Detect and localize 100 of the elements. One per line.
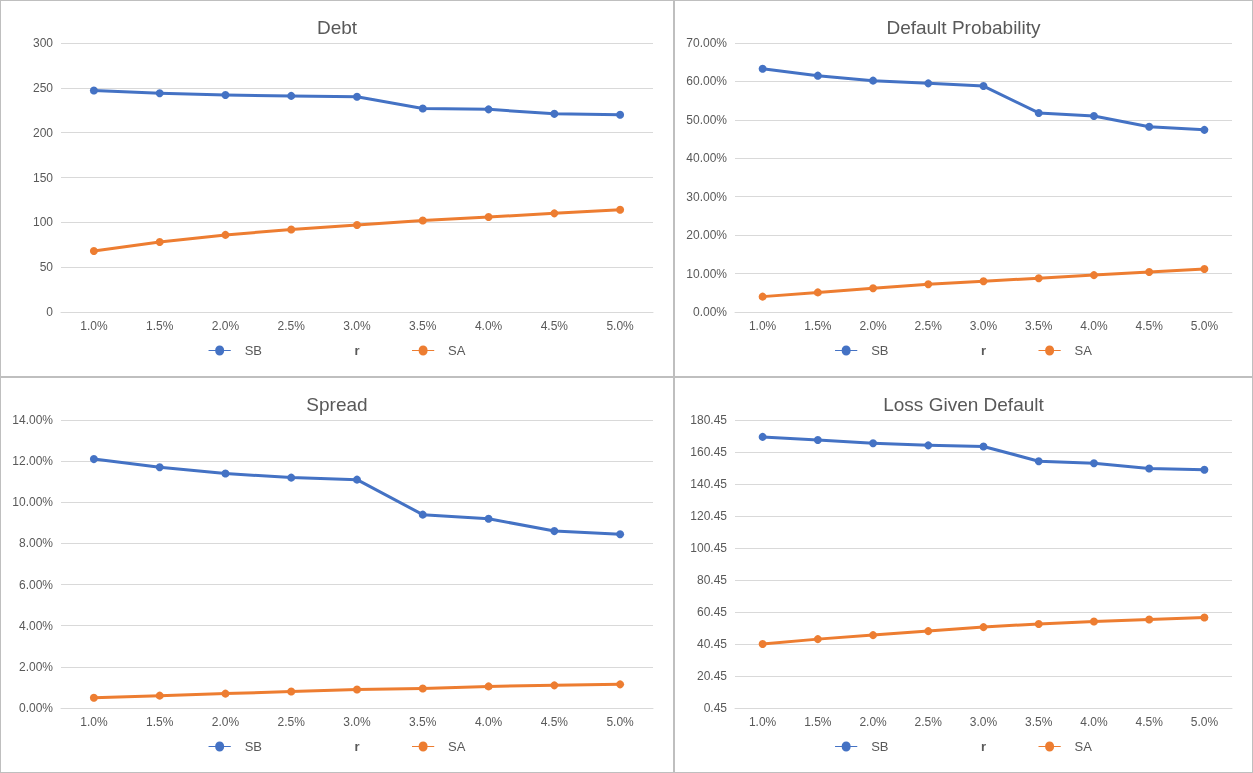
point <box>550 527 559 536</box>
x-axis-title: r <box>354 739 360 754</box>
y-tick-label: 200 <box>32 125 54 140</box>
x-tick-label: 4.5% <box>540 319 569 333</box>
point <box>353 221 361 230</box>
x-tick-label: 2.0% <box>859 319 888 333</box>
point <box>550 681 559 690</box>
x-tick-label: 1.0% <box>80 715 108 729</box>
point <box>616 205 625 214</box>
chart-title: Debt <box>316 17 358 38</box>
point <box>924 79 933 88</box>
point <box>89 86 98 95</box>
point <box>1034 274 1043 283</box>
point <box>418 216 427 225</box>
point <box>550 209 559 218</box>
x-tick-label: 1.0% <box>748 715 777 729</box>
x-tick-label: 4.5% <box>1135 319 1164 333</box>
x-tick-label: 2.5% <box>914 715 943 729</box>
point <box>813 635 822 644</box>
x-tick-label: 4.0% <box>474 319 503 333</box>
y-tick-label: 20.45 <box>696 669 728 683</box>
point <box>89 455 98 464</box>
point <box>89 693 98 702</box>
y-tick-label: 10.00% <box>12 495 54 510</box>
y-tick-label: 10.00% <box>686 266 728 281</box>
point <box>869 76 878 85</box>
x-axis-title: r <box>980 343 987 358</box>
x-tick-label: 1.0% <box>80 319 108 333</box>
point <box>1145 122 1154 131</box>
point <box>484 105 493 114</box>
x-tick-label: 2.0% <box>211 319 240 333</box>
point <box>1200 613 1209 622</box>
x-axis-title: r <box>980 739 987 754</box>
point <box>155 238 164 247</box>
point <box>484 682 493 691</box>
point <box>1145 268 1154 277</box>
x-tick-label: 3.5% <box>1025 715 1053 729</box>
y-tick-label: 60.45 <box>696 605 728 619</box>
point <box>353 685 361 694</box>
y-tick-label: 30.00% <box>686 189 728 204</box>
x-tick-label: 2.5% <box>277 319 306 333</box>
point <box>221 689 230 698</box>
chart-title: Spread <box>306 394 368 415</box>
point <box>616 680 625 689</box>
point <box>616 530 625 539</box>
legend-label: SB <box>244 739 262 754</box>
y-tick-label: 100 <box>32 215 54 230</box>
x-tick-label: 3.0% <box>343 715 371 729</box>
x-tick-label: 3.0% <box>969 319 998 333</box>
point <box>1034 619 1043 628</box>
x-tick-label: 5.0% <box>1190 319 1219 333</box>
y-tick-label: 2.00% <box>18 659 54 674</box>
x-tick-label: 4.5% <box>540 715 569 729</box>
y-tick-label: 180.45 <box>690 413 728 427</box>
point <box>221 230 230 239</box>
y-tick-label: 40.45 <box>696 637 728 651</box>
legend-label: SA <box>1074 739 1093 754</box>
point <box>979 277 988 286</box>
legend-label: SB <box>871 739 889 754</box>
x-tick-label: 4.0% <box>474 715 503 729</box>
point <box>979 82 988 91</box>
x-tick-label: 5.0% <box>606 319 635 333</box>
point <box>1089 271 1098 280</box>
x-tick-label: 2.5% <box>277 715 306 729</box>
x-tick-label: 5.0% <box>606 715 635 729</box>
x-tick-label: 1.5% <box>804 715 832 729</box>
point <box>418 104 427 113</box>
y-tick-label: 20.00% <box>686 228 728 243</box>
point <box>221 469 230 478</box>
point <box>813 436 822 445</box>
y-tick-label: 100.45 <box>690 541 728 555</box>
point <box>287 473 296 482</box>
point <box>1089 459 1098 468</box>
point <box>924 441 933 450</box>
x-tick-label: 4.0% <box>1080 319 1108 333</box>
point <box>869 631 878 640</box>
legend-label: SA <box>448 343 466 358</box>
x-tick-label: 2.5% <box>914 319 943 333</box>
point <box>1200 125 1209 134</box>
point <box>758 64 767 73</box>
point <box>287 225 296 234</box>
y-tick-label: 160.45 <box>690 445 728 459</box>
point <box>287 91 296 100</box>
point <box>979 623 988 632</box>
legend-label: SA <box>448 739 466 754</box>
point <box>1200 465 1209 474</box>
point <box>353 475 361 484</box>
y-tick-label: 14.00% <box>12 413 54 427</box>
point <box>869 439 878 448</box>
x-tick-label: 4.0% <box>1080 715 1108 729</box>
point <box>221 91 230 99</box>
point <box>484 212 493 221</box>
point <box>155 691 164 700</box>
y-tick-label: 150 <box>32 170 54 185</box>
point <box>550 109 559 118</box>
y-tick-label: 140.45 <box>690 477 728 491</box>
x-tick-label: 1.0% <box>748 319 777 333</box>
x-tick-label: 3.0% <box>343 319 371 333</box>
point <box>484 514 493 523</box>
y-tick-label: 0.00% <box>692 305 728 319</box>
